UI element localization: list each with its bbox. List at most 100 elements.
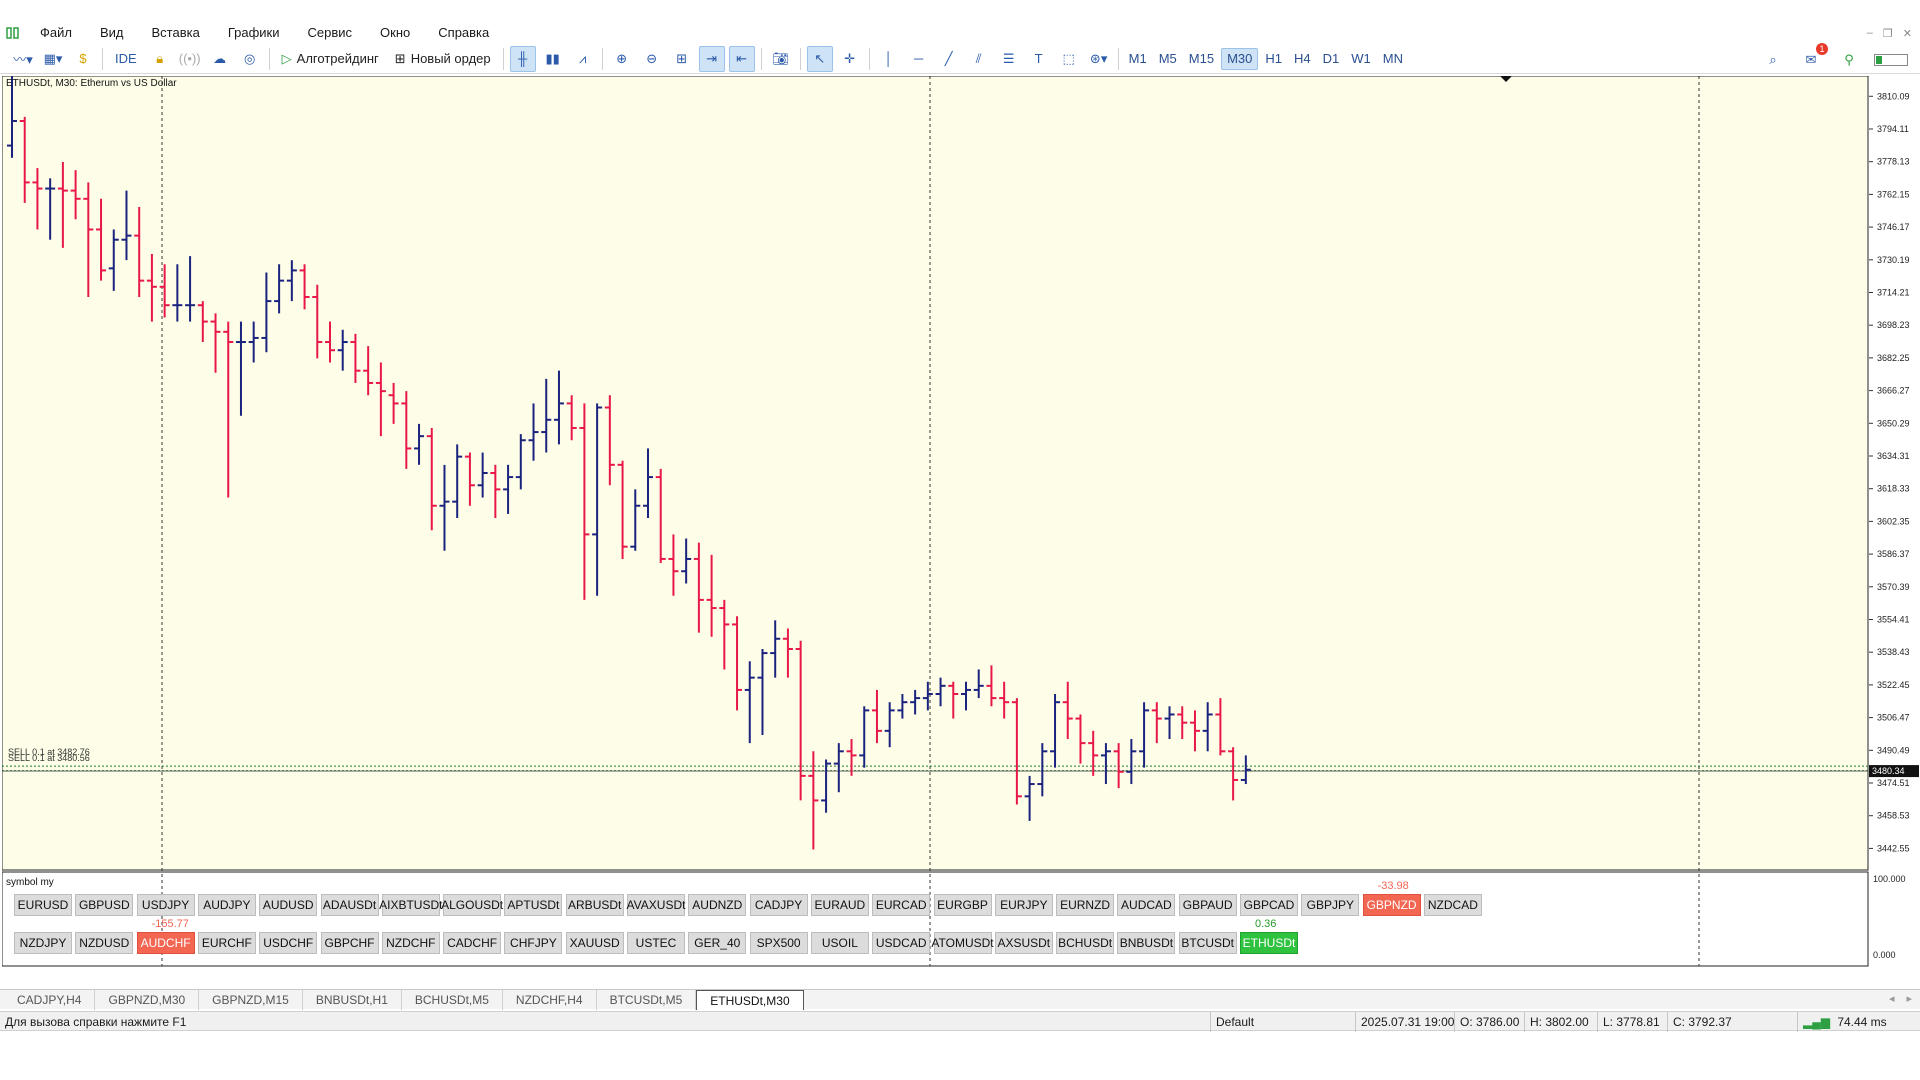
symbol-button-audusd[interactable]: AUDUSD: [259, 894, 318, 916]
timeframe-m5[interactable]: M5: [1158, 51, 1177, 66]
chart-tab[interactable]: BCHUSDt,M5: [402, 989, 503, 1010]
symbol-button-aptusdt[interactable]: APTUSDt: [504, 894, 563, 916]
signals-icon[interactable]: ((•)): [178, 51, 201, 66]
menu-file[interactable]: Файл: [40, 25, 72, 40]
market-icon[interactable]: $: [79, 51, 87, 66]
chart-tab[interactable]: CADJPY,H4: [4, 989, 96, 1010]
candlestick-icon[interactable]: ▮▮: [545, 50, 560, 66]
chart-tab[interactable]: NZDCHF,H4: [503, 989, 597, 1010]
price-axis[interactable]: [1869, 76, 1920, 966]
scroll-right-icon[interactable]: ▸: [1906, 993, 1912, 1005]
symbol-button-nzdchf[interactable]: NZDCHF: [381, 932, 440, 954]
menu-charts[interactable]: Графики: [227, 25, 280, 40]
chart-shift-icon[interactable]: ⇤: [728, 45, 755, 72]
text-icon[interactable]: T: [1034, 51, 1043, 66]
symbol-button-ger_40[interactable]: GER_40: [688, 932, 747, 954]
symbol-button-gbpcad[interactable]: GBPCAD: [1240, 894, 1298, 916]
symbol-button-spx500[interactable]: SPX500: [749, 932, 808, 954]
timeframe-h4[interactable]: H4: [1293, 51, 1311, 66]
symbol-button-btcusdt[interactable]: BTCUSDt: [1178, 932, 1237, 954]
symbol-button-eurjpy[interactable]: EURJPY: [994, 894, 1053, 916]
chart-tab[interactable]: BNBUSDt,H1: [303, 989, 402, 1010]
bar-chart-icon[interactable]: ╫: [509, 45, 536, 72]
status-profile[interactable]: Default: [1210, 1012, 1254, 1032]
symbol-button-eurnzd[interactable]: EURNZD: [1056, 894, 1115, 916]
timeframe-m30[interactable]: M30: [1221, 47, 1259, 70]
vertical-line-icon[interactable]: │: [884, 51, 893, 66]
symbol-button-gbpaud[interactable]: GBPAUD: [1178, 894, 1237, 916]
shapes-icon[interactable]: ⬚: [1062, 50, 1075, 66]
zoom-in-icon[interactable]: ⊕: [616, 50, 628, 66]
tile-windows-icon[interactable]: ⊞: [676, 50, 688, 66]
restore-icon[interactable]: ❐: [1882, 27, 1893, 40]
menu-insert[interactable]: Вставка: [151, 25, 200, 40]
search-icon[interactable]: ⌕: [1769, 52, 1777, 67]
symbol-button-chfjpy[interactable]: CHFJPY: [504, 932, 563, 954]
symbol-button-usdjpy[interactable]: USDJPY: [136, 894, 195, 916]
symbol-button-euraud[interactable]: EURAUD: [810, 894, 869, 916]
algotrading-button[interactable]: ▷ Алготрейдинг: [276, 46, 385, 72]
horizontal-line-icon[interactable]: ─: [914, 51, 924, 66]
auto-scroll-icon[interactable]: ⇥: [698, 45, 725, 72]
new-chart-icon[interactable]: 〰▾: [13, 52, 33, 67]
timeframe-m1[interactable]: M1: [1128, 51, 1147, 66]
menu-window[interactable]: Окно: [380, 25, 411, 40]
symbol-button-audjpy[interactable]: AUDJPY: [197, 894, 256, 916]
symbol-button-usdchf[interactable]: USDCHF: [259, 932, 318, 954]
symbol-button-nzdcad[interactable]: NZDCAD: [1423, 894, 1482, 916]
notifications-icon[interactable]: ✉ 1: [1798, 43, 1828, 73]
symbol-button-usdcad[interactable]: USDCAD: [872, 932, 931, 954]
symbol-button-arbusdt[interactable]: ARBUSDt: [565, 894, 624, 916]
new-order-button[interactable]: ⊞ Новый ордер: [389, 46, 497, 72]
menu-help[interactable]: Справка: [438, 25, 490, 40]
symbol-button-eurcad[interactable]: EURCAD: [872, 894, 931, 916]
price-chart[interactable]: 3810.09 3794.11 3778.13 3762.15 3746.17 3730.…: [2, 76, 1920, 968]
status-connection[interactable]: ▂▄▆ 74.44 ms: [1797, 1012, 1887, 1032]
chart-tab[interactable]: GBPNZD,M15: [199, 989, 303, 1010]
symbol-button-gbpusd[interactable]: GBPUSD: [75, 894, 134, 916]
chart-shift-marker[interactable]: [1500, 76, 1512, 82]
symbol-button-avaxusdt[interactable]: AVAXUSDt: [627, 894, 685, 916]
fibonacci-icon[interactable]: ☰: [1002, 50, 1015, 66]
timeframe-w1[interactable]: W1: [1351, 51, 1371, 66]
tab-scroll-arrows[interactable]: ◂ ▸: [1889, 992, 1912, 1005]
symbol-button-gbpchf[interactable]: GBPCHF: [320, 932, 379, 954]
cursor-icon[interactable]: ↖: [806, 45, 833, 72]
cloud-icon[interactable]: ☁: [213, 50, 227, 66]
scroll-left-icon[interactable]: ◂: [1888, 993, 1895, 1005]
symbol-button-usoil[interactable]: USOIL: [810, 932, 869, 954]
symbol-button-ethusdt[interactable]: ETHUSDt: [1240, 932, 1298, 954]
symbol-button-bchusdt[interactable]: BCHUSDt: [1056, 932, 1115, 954]
chart-tab[interactable]: ETHUSDt,M30: [696, 989, 804, 1010]
symbol-button-cadchf[interactable]: CADCHF: [443, 932, 502, 954]
chart-tab[interactable]: GBPNZD,M30: [95, 989, 200, 1010]
menu-tools[interactable]: Сервис: [307, 25, 353, 40]
symbol-button-axsusdt[interactable]: AXSUSDt: [994, 932, 1053, 954]
symbol-button-algousdt[interactable]: ALGOUSDt: [441, 894, 503, 916]
symbol-button-eurgbp[interactable]: EURGBP: [933, 894, 992, 916]
close-icon[interactable]: ✕: [1902, 27, 1912, 40]
profiles-icon[interactable]: ▦▾: [43, 50, 63, 66]
symbol-button-aixbtusdt[interactable]: AIXBTUSDt: [379, 894, 442, 916]
symbol-button-atomusdt[interactable]: ATOMUSDt: [931, 932, 994, 954]
channel-icon[interactable]: ⫽: [975, 50, 982, 66]
crosshair-icon[interactable]: ✛: [844, 50, 856, 66]
symbol-button-adausdt[interactable]: ADAUSDt: [320, 894, 379, 916]
symbol-button-audnzd[interactable]: AUDNZD: [688, 894, 747, 916]
strategy-lock-icon[interactable]: 🔒︎: [156, 50, 164, 66]
objects-icon[interactable]: ⊛▾: [1089, 50, 1108, 66]
symbol-button-eurchf[interactable]: EURCHF: [197, 932, 256, 954]
symbol-button-gbpnzd[interactable]: GBPNZD: [1362, 894, 1421, 916]
timeframe-m15[interactable]: M15: [1188, 51, 1215, 66]
zoom-out-icon[interactable]: ⊖: [646, 50, 658, 66]
timeframe-d1[interactable]: D1: [1322, 51, 1340, 66]
price-pane[interactable]: [2, 76, 1869, 871]
screenshot-icon[interactable]: 📷︎: [772, 50, 789, 66]
symbol-button-bnbusdt[interactable]: BNBUSDt: [1117, 932, 1176, 954]
chart-tab[interactable]: BTCUSDt,M5: [597, 989, 697, 1010]
symbol-button-nzdusd[interactable]: NZDUSD: [75, 932, 134, 954]
user-level-icon[interactable]: ⚲: [1844, 52, 1854, 67]
vps-icon[interactable]: ◎: [244, 50, 256, 66]
timeframe-h1[interactable]: H1: [1265, 51, 1282, 66]
minimize-icon[interactable]: –: [1866, 27, 1873, 39]
